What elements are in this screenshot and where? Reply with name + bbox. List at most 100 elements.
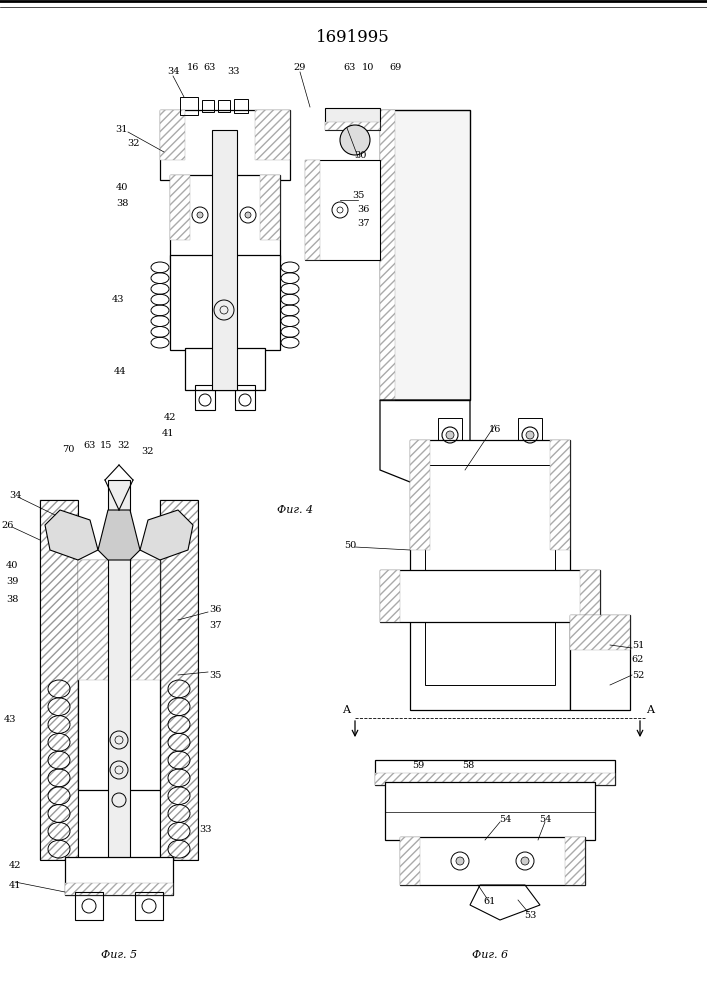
Text: 42: 42 <box>8 860 21 869</box>
Text: Фиг. 4: Фиг. 4 <box>277 505 313 515</box>
Circle shape <box>340 125 370 155</box>
Text: 58: 58 <box>462 760 474 770</box>
Text: 41: 41 <box>162 428 174 438</box>
Polygon shape <box>98 510 140 560</box>
Text: 41: 41 <box>8 880 21 890</box>
Bar <box>325 108 380 130</box>
Text: 61: 61 <box>484 898 496 906</box>
Text: 54: 54 <box>499 816 511 824</box>
Text: A: A <box>342 705 350 715</box>
Bar <box>570 615 630 650</box>
Bar <box>410 440 570 710</box>
Circle shape <box>521 857 529 865</box>
Bar <box>185 348 265 390</box>
Text: 32: 32 <box>117 442 129 450</box>
Bar <box>380 110 395 400</box>
Text: 38: 38 <box>6 595 18 604</box>
Bar <box>78 560 160 680</box>
Bar <box>380 570 400 622</box>
Text: 10: 10 <box>362 64 374 73</box>
Text: 40: 40 <box>116 184 128 192</box>
Bar <box>135 892 163 920</box>
Circle shape <box>197 212 203 218</box>
Text: 35: 35 <box>209 670 221 680</box>
Circle shape <box>456 857 464 865</box>
Bar <box>235 385 255 410</box>
Bar <box>160 500 198 860</box>
Circle shape <box>446 431 454 439</box>
Bar <box>160 110 290 180</box>
Text: 63: 63 <box>84 442 96 450</box>
Text: 43: 43 <box>112 296 124 304</box>
Bar <box>212 130 237 390</box>
Polygon shape <box>45 510 98 560</box>
Bar <box>570 615 630 710</box>
Bar <box>380 570 600 622</box>
Text: 26: 26 <box>2 520 14 530</box>
Bar <box>305 160 380 260</box>
Text: 52: 52 <box>632 670 644 680</box>
Bar <box>438 418 462 440</box>
Text: 15: 15 <box>100 442 112 450</box>
Text: 30: 30 <box>354 150 366 159</box>
Bar <box>218 100 230 112</box>
Bar <box>410 440 430 550</box>
Text: 37: 37 <box>209 620 221 630</box>
Bar <box>425 465 555 685</box>
Text: 32: 32 <box>128 138 140 147</box>
Bar <box>75 892 103 920</box>
Text: 44: 44 <box>114 367 127 376</box>
Bar <box>305 160 320 260</box>
Bar <box>375 773 615 785</box>
Text: 53: 53 <box>524 910 536 920</box>
Bar <box>550 440 570 550</box>
Bar <box>380 110 470 400</box>
Bar <box>400 837 585 885</box>
Bar <box>65 857 173 895</box>
Bar <box>400 837 420 885</box>
Text: 16: 16 <box>187 64 199 73</box>
Text: 36: 36 <box>209 605 221 614</box>
Text: 42: 42 <box>164 414 176 422</box>
Text: 34: 34 <box>167 68 180 77</box>
Text: Фиг. 6: Фиг. 6 <box>472 950 508 960</box>
Bar <box>325 122 380 130</box>
Text: 1691995: 1691995 <box>316 28 390 45</box>
Bar <box>170 255 280 350</box>
Bar <box>375 760 615 785</box>
Bar <box>518 418 542 440</box>
Bar <box>160 110 185 160</box>
Bar <box>260 175 280 240</box>
Bar <box>65 883 173 895</box>
Text: 33: 33 <box>227 68 239 77</box>
Bar <box>234 99 248 113</box>
Text: 69: 69 <box>389 64 401 73</box>
Text: 40: 40 <box>6 560 18 570</box>
Text: 39: 39 <box>6 578 18 586</box>
Text: 34: 34 <box>8 490 21 499</box>
Text: 35: 35 <box>352 190 364 200</box>
Text: A: A <box>646 705 654 715</box>
Text: Фиг. 5: Фиг. 5 <box>101 950 137 960</box>
Text: 59: 59 <box>412 760 424 770</box>
Text: 16: 16 <box>489 426 501 434</box>
Circle shape <box>245 212 251 218</box>
Bar <box>40 500 78 860</box>
Text: 36: 36 <box>357 206 369 215</box>
Text: 62: 62 <box>632 656 644 664</box>
Text: 54: 54 <box>539 816 551 824</box>
Bar <box>180 97 198 115</box>
Bar <box>255 110 290 160</box>
Bar <box>385 782 595 840</box>
Bar <box>170 175 190 240</box>
Bar <box>202 100 214 112</box>
Text: 31: 31 <box>116 125 128 134</box>
Bar <box>195 385 215 410</box>
Polygon shape <box>140 510 193 560</box>
Bar <box>40 500 78 860</box>
Text: 51: 51 <box>632 641 644 650</box>
Text: 33: 33 <box>199 826 211 834</box>
Bar <box>580 570 600 622</box>
Text: 29: 29 <box>294 64 306 73</box>
Text: 63: 63 <box>344 64 356 73</box>
